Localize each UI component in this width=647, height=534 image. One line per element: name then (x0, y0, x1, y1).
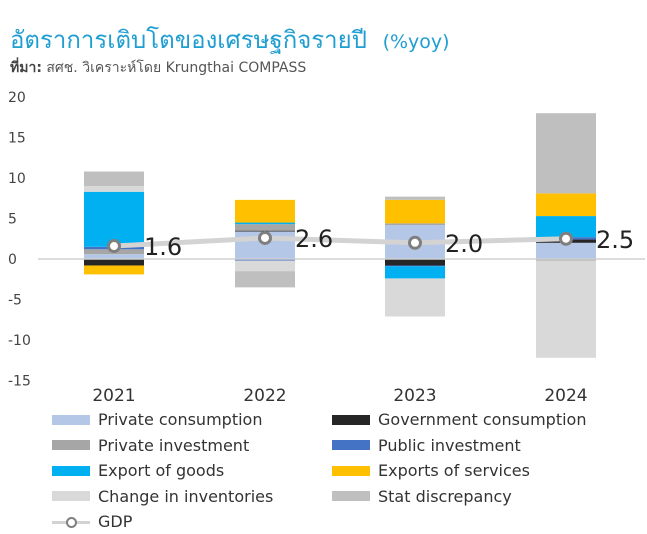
legend-item-exports_services: Exports of services (332, 459, 612, 483)
gdp-data-label: 1.6 (144, 233, 182, 261)
bar-segment-government_consumption (385, 259, 445, 266)
gdp-data-label: 2.5 (596, 226, 634, 254)
bar-segment-government_consumption (84, 259, 144, 266)
bar-segment-exports_services (536, 193, 596, 217)
y-tick-label: 20 (8, 90, 26, 106)
bar-segment-public_investment (385, 265, 445, 267)
bar-segment-change_inventories (536, 260, 596, 358)
legend-swatch-government_consumption (332, 414, 370, 425)
legend-swatch-export_goods (52, 465, 90, 476)
gdp-marker (559, 231, 573, 246)
bar-segment-export_goods (385, 266, 445, 279)
bar-segment-stat_discrepancy (536, 113, 596, 194)
legend-item-public_investment: Public investment (332, 434, 612, 458)
legend-label: Private investment (98, 435, 250, 455)
legend-item-government_consumption: Government consumption (332, 408, 612, 432)
legend-item-private_consumption: Private consumption (52, 408, 332, 432)
legend: Private consumption Government consumptio… (52, 408, 622, 534)
gdp-data-label: 2.0 (445, 230, 483, 258)
legend-label: Exports of services (378, 461, 530, 481)
source-text: สศช. วิเคราะห์โดย Krungthai COMPASS (46, 60, 307, 76)
bar-segment-export_goods (235, 222, 295, 225)
title-unit: (%yoy) (382, 31, 450, 53)
legend-label: Change in inventories (98, 486, 274, 506)
stacked-bar-chart: -15 -10 -5 0 5 10 15 20 2021 2022 2023 2024 1.6 2.6 2.… (8, 90, 645, 406)
legend-item-private_investment: Private investment (52, 434, 332, 458)
legend-label: Export of goods (98, 461, 225, 481)
legend-item-export_goods: Export of goods (52, 459, 332, 483)
legend-swatch-public_investment (332, 440, 370, 451)
bar-segment-change_inventories (385, 278, 445, 317)
bar-segment-change_inventories (84, 186, 144, 192)
bar-segment-private_consumption (84, 254, 144, 259)
bar-segment-private_investment (385, 223, 445, 225)
bar-segment-change_inventories (235, 260, 295, 272)
bar-segment-stat_discrepancy (84, 171, 144, 187)
source-label: ที่มา: (10, 60, 42, 76)
y-tick-label: -10 (8, 333, 31, 349)
y-tick-label: -15 (8, 374, 31, 390)
bar-segment-public_investment (235, 259, 295, 261)
y-tick-label: -5 (8, 293, 22, 309)
gdp-line (113, 235, 567, 249)
y-tick-label: 5 (8, 212, 17, 228)
bar-segment-export_goods (84, 191, 144, 247)
legend-swatch-gdp (52, 516, 90, 528)
x-tick-label: 2021 (92, 386, 135, 406)
bar-segment-exports_services (385, 199, 445, 224)
bar-segment-export_goods (536, 216, 596, 238)
bar-segment-exports_services (235, 199, 295, 223)
chart-title: อัตราการเติบโตของเศรษฐกิจรายปี (%yoy) (10, 20, 450, 59)
legend-swatch-change_inventories (52, 491, 90, 502)
y-tick-label: 0 (8, 252, 17, 268)
bar-segment-stat_discrepancy (385, 196, 445, 200)
legend-label: Stat discrepancy (378, 486, 512, 506)
x-tick-label: 2024 (544, 386, 587, 406)
legend-item-stat_discrepancy: Stat discrepancy (332, 485, 612, 509)
gdp-data-label: 2.6 (295, 225, 333, 253)
x-tick-label: 2022 (243, 386, 286, 406)
source-line: ที่มา: สศช. วิเคราะห์โดย Krungthai COMPA… (10, 57, 306, 79)
legend-swatch-private_investment (52, 440, 90, 451)
legend-swatch-exports_services (332, 465, 370, 476)
bar-segment-private_investment (536, 259, 596, 261)
title-text: อัตราการเติบโตของเศรษฐกิจรายปี (10, 26, 367, 54)
bar-segment-stat_discrepancy (235, 271, 295, 288)
x-tick-label: 2023 (393, 386, 436, 406)
bar-segment-private_investment (235, 224, 295, 231)
legend-item-change_inventories: Change in inventories (52, 485, 332, 509)
gdp-marker (107, 239, 121, 254)
legend-label: Private consumption (98, 410, 263, 430)
y-tick-label: 10 (8, 171, 26, 187)
legend-label: Government consumption (378, 410, 587, 430)
gdp-marker (258, 230, 272, 245)
legend-label: GDP (98, 512, 133, 532)
legend-item-gdp: GDP (52, 510, 332, 534)
y-tick-label: 15 (8, 131, 26, 147)
bar-segment-exports_services (84, 265, 144, 275)
legend-label: Public investment (378, 435, 521, 455)
legend-swatch-stat_discrepancy (332, 491, 370, 502)
bar-segment-private_consumption (536, 242, 596, 259)
legend-swatch-private_consumption (52, 414, 90, 425)
gdp-marker (408, 235, 422, 250)
